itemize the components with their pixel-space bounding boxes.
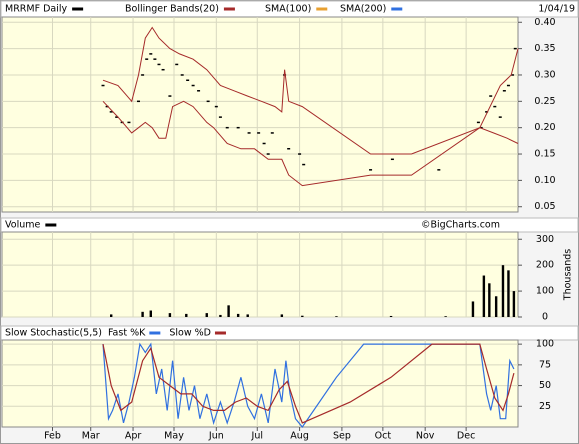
volume-bar (205, 313, 208, 317)
volume-bar (141, 311, 144, 317)
panel-title: Volume (5, 220, 40, 231)
x-tick-label: May (164, 431, 184, 442)
y-tick-label: 0.40 (534, 17, 555, 28)
x-tick-label: Apr (125, 431, 142, 442)
x-tick-label: Nov (416, 431, 435, 442)
y-tick-label: 0.30 (534, 69, 555, 80)
volume-bar (301, 315, 304, 317)
volume-bar (219, 314, 222, 317)
legend-swatch (45, 223, 57, 227)
volume-bar (168, 313, 172, 317)
volume-bar (501, 265, 505, 317)
volume-bar (444, 316, 447, 317)
volume-bar (389, 315, 393, 317)
y-tick-label: 0.20 (534, 122, 555, 133)
panel-title: Slow Stochastic(5,5) (5, 328, 102, 339)
legend-label: Slow %D (169, 328, 211, 339)
x-tick-label: Feb (44, 431, 61, 442)
bollinger-upper (102, 26, 519, 155)
legend-label: Fast %K (108, 328, 146, 339)
volume-bar (512, 291, 516, 317)
x-tick-label: Oct (375, 431, 392, 442)
volume-bar (236, 313, 240, 317)
volume-bar (185, 313, 188, 317)
y-tick-label: 0 (542, 312, 548, 323)
legend-label: Bollinger Bands(20) (125, 4, 219, 15)
stochastic-line (102, 343, 515, 424)
legend-label: SMA(100) (265, 4, 311, 15)
volume-bar (471, 301, 475, 317)
panel (1, 231, 519, 318)
panel (1, 16, 519, 213)
volume-bar (227, 305, 230, 317)
panel-title: MRRMF Daily (5, 4, 67, 15)
volume-bar (507, 270, 510, 317)
y-tick-label: 25 (539, 401, 551, 412)
y-tick-label: 0.05 (534, 201, 555, 212)
volume-bar (488, 283, 491, 317)
y-tick-label: 0.25 (534, 96, 555, 107)
legend-swatch (391, 7, 403, 11)
volume-bar (280, 314, 284, 317)
legend-swatch (149, 331, 161, 335)
y-tick-label: 0.10 (534, 175, 555, 186)
bollinger-lower (102, 100, 519, 187)
panel (1, 339, 519, 428)
volume-bar (246, 314, 249, 317)
x-tick-label: Jun (208, 431, 224, 442)
y-axis-label: Thousands (563, 249, 574, 301)
y-tick-label: 200 (536, 260, 554, 271)
x-tick-label: Jul (251, 431, 263, 442)
volume-bar (335, 316, 338, 317)
legend-swatch (223, 7, 235, 11)
source: ©BigCharts.com (421, 220, 500, 231)
y-tick-label: 300 (536, 234, 554, 245)
date: 1/04/19 (538, 4, 575, 15)
volume-bar (482, 275, 486, 317)
x-tick-label: Dec (457, 431, 475, 442)
volume-bar (110, 314, 113, 317)
y-tick-label: 0.35 (534, 43, 555, 54)
y-tick-label: 100 (536, 339, 554, 350)
legend-label: SMA(200) (340, 4, 386, 15)
legend-swatch (214, 331, 226, 335)
y-tick-label: 50 (539, 380, 551, 391)
volume-bar (149, 310, 152, 317)
y-tick-label: 100 (536, 286, 554, 297)
legend-swatch (316, 7, 328, 11)
y-tick-label: 75 (539, 359, 551, 370)
y-tick-label: 0.15 (534, 149, 555, 160)
legend-swatch (72, 7, 84, 11)
x-tick-label: Aug (290, 431, 309, 442)
x-tick-label: Mar (82, 431, 100, 442)
x-tick-label: Sep (333, 431, 351, 442)
volume-bar (494, 296, 498, 317)
